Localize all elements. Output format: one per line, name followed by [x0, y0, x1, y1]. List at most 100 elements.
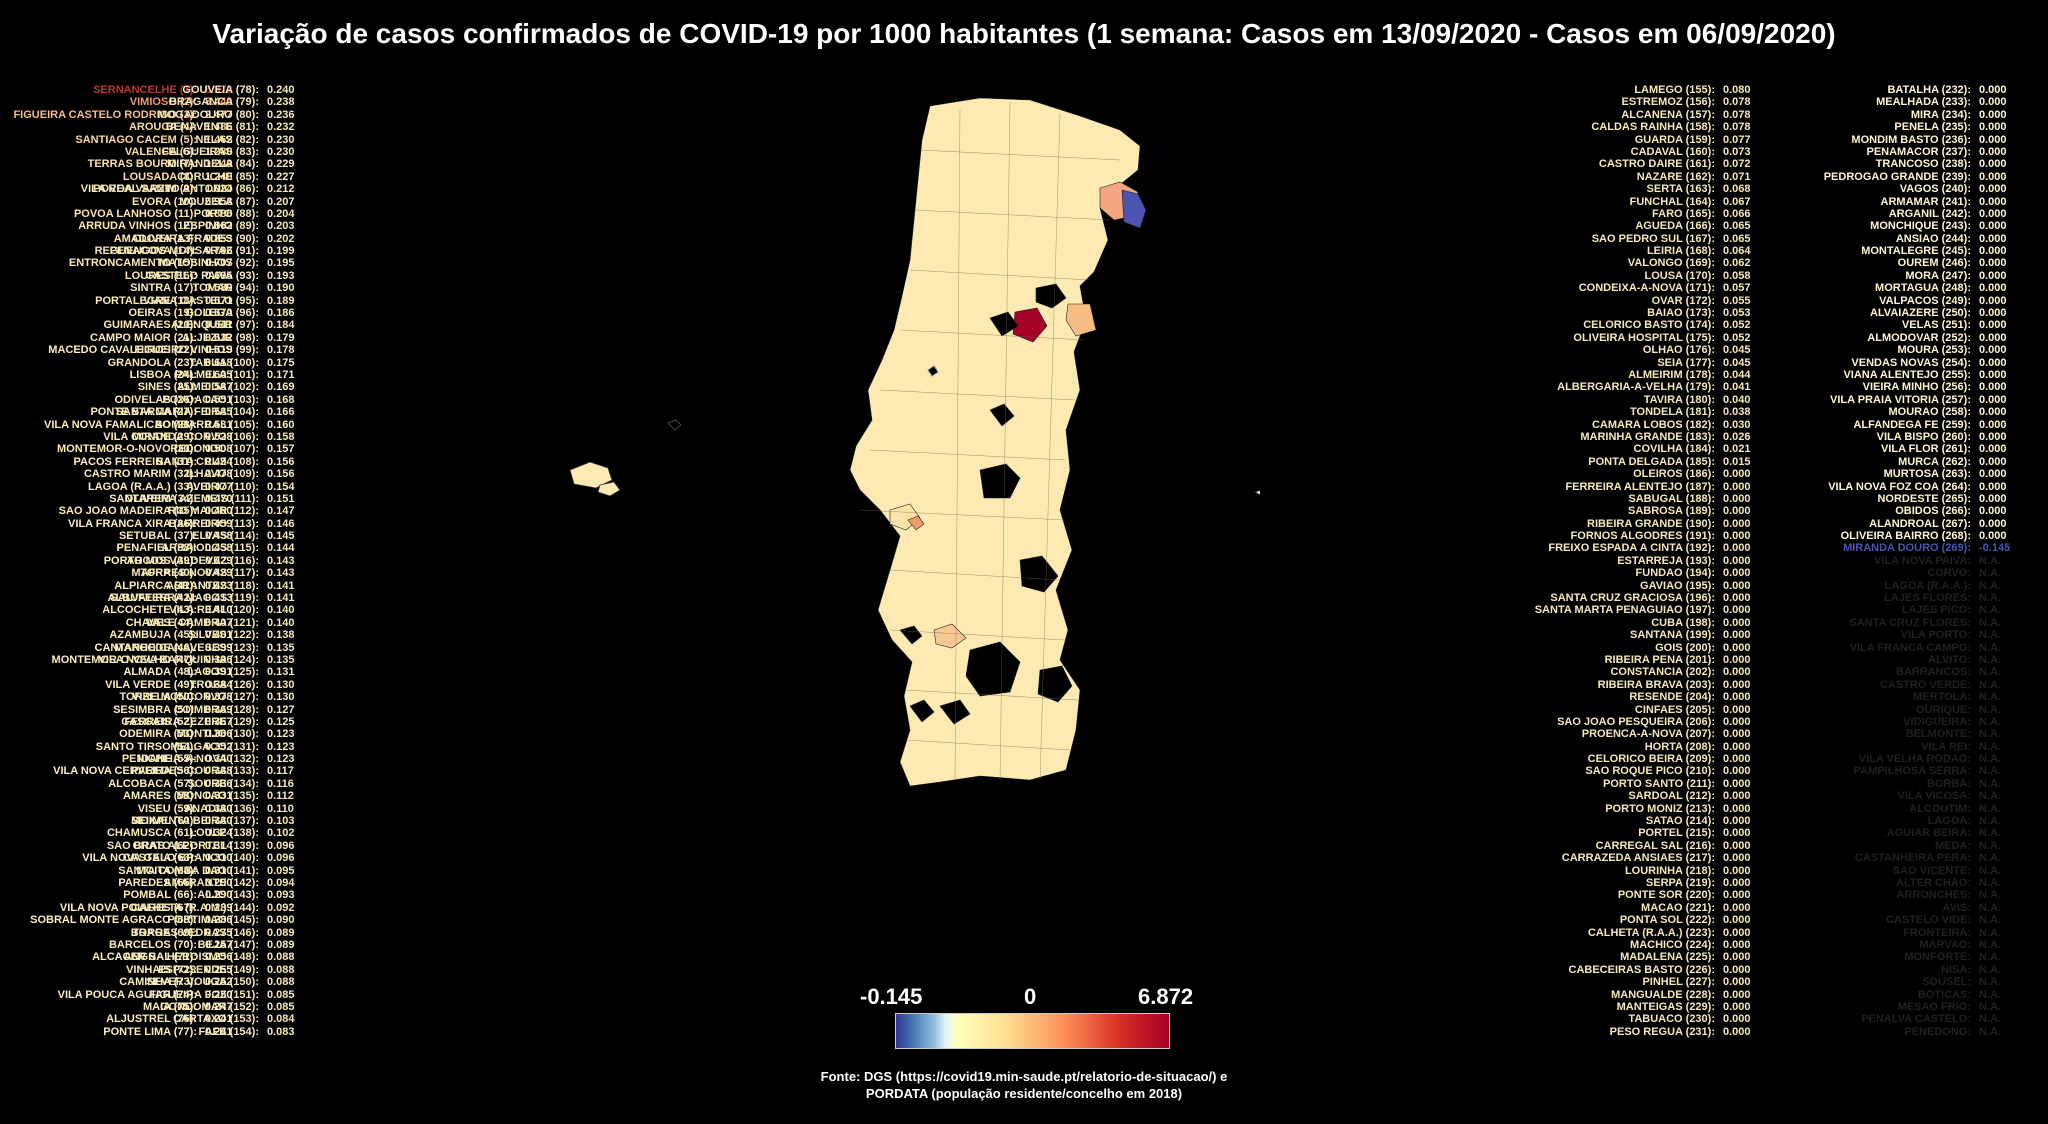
- municipality-value: 0.138: [267, 629, 295, 642]
- ranking-row: LOUSA (170): 0.058: [1472, 270, 1783, 282]
- ranking-row: RIBEIRA GRANDE (190): 0.000: [1472, 518, 1783, 530]
- source-line-2: PORDATA (população residente/concelho em…: [865, 1086, 1183, 1101]
- municipality-value: 0.000: [1979, 269, 2007, 282]
- municipality-name: RIBEIRA PENA (201):: [1604, 653, 1715, 666]
- municipality-value: 0.127: [267, 703, 295, 716]
- municipality-name: FRONTEIRA:: [1903, 926, 1971, 939]
- municipality-value: 0.000: [1979, 492, 2007, 505]
- municipality-value: 0.130: [267, 691, 295, 704]
- municipality-name: CASCAIS (52):: [121, 715, 197, 728]
- municipality-value: 0.151: [267, 492, 295, 505]
- ranking-row: SOBRAL MONTE AGRACO (68): 0.286: [0, 914, 265, 926]
- ranking-row: SINES (25): 0.587: [0, 381, 265, 393]
- ranking-row: BOTICAS: N.A.: [1766, 989, 2039, 1001]
- municipality-name: CELORICO BASTO (174):: [1583, 319, 1715, 332]
- municipality-value: 0.085: [267, 1000, 295, 1013]
- municipality-value: 0.212: [267, 183, 295, 196]
- ranking-row: CORVO: N.A.: [1766, 567, 2039, 579]
- municipality-value: 0.429: [205, 554, 233, 567]
- municipality-name: ALCOCHETE (43):: [102, 604, 197, 617]
- municipality-value: -0.145: [1979, 542, 2011, 555]
- municipality-value: N.A.: [1979, 765, 2001, 778]
- ranking-row: MIRANDELA (84): 0.229: [24, 158, 356, 170]
- municipality-name: SANTA CRUZ FLORES:: [1849, 616, 1971, 629]
- ranking-row: ELVAS (114): 0.145: [24, 530, 356, 542]
- municipality-name: VILA PRAIA VITORIA (257):: [1830, 393, 1971, 406]
- municipality-value: 0.000: [1723, 839, 1751, 852]
- municipality-value: 0.396: [205, 653, 233, 666]
- municipality-name: MONTEMOR-O-NOVO (30):: [57, 443, 197, 456]
- municipality-name: PENAFIEL (38):: [116, 542, 197, 555]
- municipality-name: CADAVAL (160):: [1630, 145, 1715, 158]
- ranking-row: CASTANHEIRA PERA: N.A.: [1766, 852, 2039, 864]
- ranking-row: GOIS (200): 0.000: [1472, 642, 1783, 654]
- municipality-name: PENELA (235):: [1894, 121, 1971, 134]
- ranking-row: SOURE (134): 0.116: [24, 778, 356, 790]
- municipality-value: 0.095: [267, 864, 295, 877]
- municipality-name: PROENCA-A-NOVA (207):: [1581, 728, 1715, 741]
- ranking-row: SANTA CRUZ (108): 0.156: [24, 456, 356, 468]
- ranking-row: SAO PEDRO SUL (167): 0.065: [1472, 233, 1783, 245]
- municipality-value: 0.000: [1979, 133, 2007, 146]
- municipality-value: 0.000: [1723, 901, 1751, 914]
- municipality-name: FELGUEIRAS (83):: [161, 145, 259, 158]
- municipality-value: 0.000: [1723, 976, 1751, 989]
- municipality-name: CINFAES (205):: [1634, 703, 1715, 716]
- municipality-name: MOURAO (258):: [1888, 406, 1971, 419]
- municipality-name: MACEDO CAVALEIROS (22):: [48, 344, 197, 357]
- municipality-name: POVOA LANHOSO (11):: [73, 207, 197, 220]
- ranking-row: EVORA (10): 0.953: [0, 196, 265, 208]
- ranking-row: VILA FRANCA XIRA (36): 0.459: [0, 518, 265, 530]
- municipality-name: POVOA VARZIM (9):: [93, 183, 197, 196]
- ranking-row: ALCOCHETE (43): 0.410: [0, 604, 265, 616]
- municipality-name: ALJUSTREL (76):: [106, 1013, 197, 1026]
- ranking-row: SALVATERRA MAGOS (119): 0.141: [24, 592, 356, 604]
- municipality-name: ANADIA (136):: [184, 802, 259, 815]
- ranking-row: POMBAL (66): 0.290: [0, 889, 265, 901]
- municipality-name: GUARDA (159):: [1634, 133, 1715, 146]
- municipality-value: N.A.: [1979, 715, 2001, 728]
- ranking-row: SAO BRAS ALPORTEL (139): 0.096: [24, 840, 356, 852]
- municipality-name: MURCA (262):: [1898, 455, 1971, 468]
- municipality-name: CASTRO MARIM (32):: [83, 468, 197, 481]
- municipality-value: 0.169: [267, 381, 295, 394]
- ranking-row: PONTE SOR (220): 0.000: [1472, 889, 1783, 901]
- municipality-name: OLIVEIRA HOSPITAL (175):: [1573, 331, 1715, 344]
- municipality-name: MANTEIGAS (229):: [1616, 1000, 1715, 1013]
- municipality-value: 0.135: [267, 641, 295, 654]
- ranking-column-2: GOUVEIA (78): 0.240 BRAGANCA (79): 0.238 MOG…: [24, 84, 356, 1038]
- municipality-value: 0.089: [267, 926, 295, 939]
- ranking-row: CRATO (62): 0.314: [0, 840, 265, 852]
- municipality-name: LOUSADA (8):: [122, 170, 197, 183]
- municipality-name: BAIAO (173):: [1647, 307, 1715, 320]
- municipality-value: N.A.: [1979, 753, 2001, 766]
- municipality-name: ALJEZUR (98):: [181, 331, 259, 344]
- municipality-value: 0.000: [1979, 418, 2007, 431]
- ranking-row: VILA BISPO (260): 0.000: [1766, 431, 2039, 443]
- municipality-value: 0.423: [205, 579, 233, 592]
- municipality-value: 0.156: [267, 468, 295, 481]
- municipality-value: 0.241: [205, 1013, 233, 1026]
- municipality-name: PONTE SOR (220):: [1617, 889, 1715, 902]
- municipality-name: LAJES FLORES:: [1884, 592, 1971, 605]
- municipality-name: RIO MAIOR (112):: [167, 505, 259, 518]
- municipality-name: LAGOA (R.A.A.):: [1884, 579, 1971, 592]
- municipality-value: 0.695: [205, 269, 233, 282]
- ranking-row: AMADORA (13): 0.853: [0, 233, 265, 245]
- ranking-row: GOLEGA (96): 0.186: [24, 307, 356, 319]
- municipality-value: 0.257: [205, 938, 233, 951]
- ranking-row: SANTA COMBA DAO (141): 0.095: [24, 865, 356, 877]
- municipality-value: 1.486: [205, 121, 233, 134]
- municipality-value: 1.280: [205, 145, 233, 158]
- municipality-value: 0.147: [267, 505, 295, 518]
- municipality-value: 0.000: [1979, 368, 2007, 381]
- municipality-value: 0.203: [267, 220, 295, 233]
- municipality-name: ALMEIDA (102):: [176, 381, 259, 394]
- ranking-row: FARO (165): 0.066: [1472, 208, 1783, 220]
- municipality-value: N.A.: [1979, 1025, 2001, 1038]
- ranking-row: ARGANIL (242): 0.000: [1766, 208, 2039, 220]
- municipality-name: PEDROGAO GRANDE (239):: [1823, 170, 1971, 183]
- municipality-value: 0.324: [205, 827, 233, 840]
- municipality-value: 0.000: [1723, 567, 1751, 580]
- ranking-row: MONDIM BASTO (236): 0.000: [1766, 134, 2039, 146]
